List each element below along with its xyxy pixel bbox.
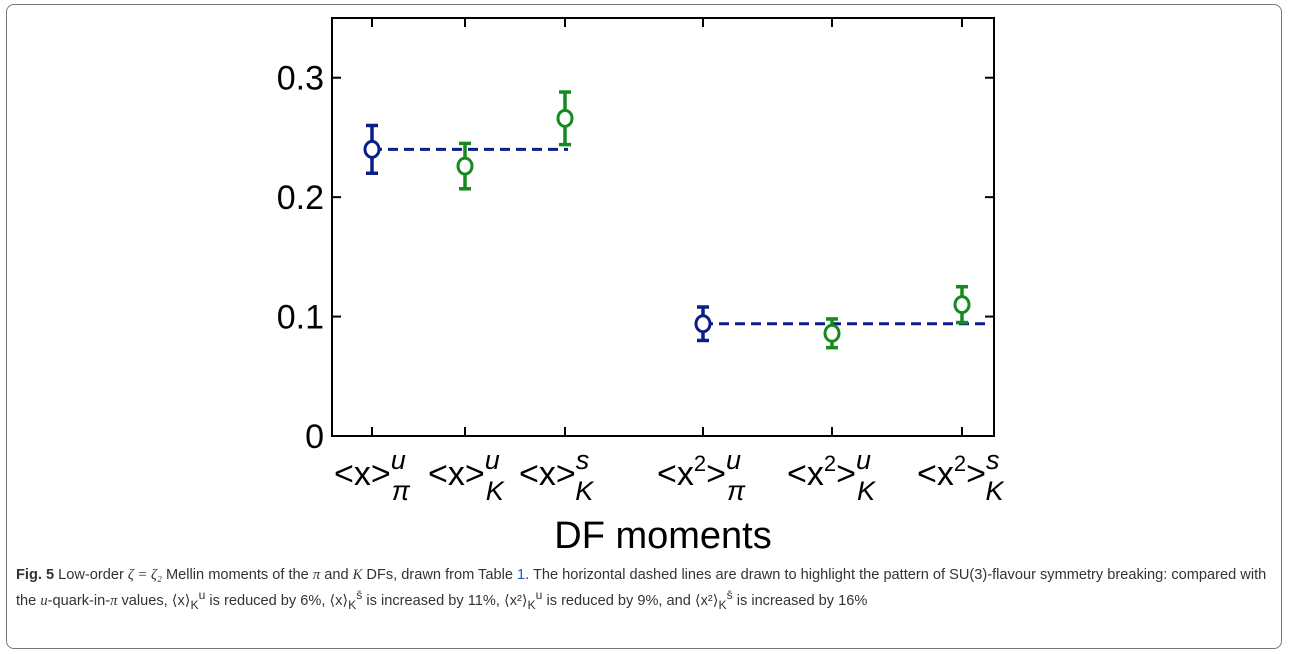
x-tick-label: <x>u K xyxy=(428,445,505,506)
y-tick-label: 0.2 xyxy=(277,179,324,217)
caption-sub: K xyxy=(190,597,199,612)
caption-sup: s̄ xyxy=(356,588,363,602)
x-tick-label: <x2>u π xyxy=(657,445,746,506)
caption-math: π xyxy=(312,567,321,583)
caption-sup: u xyxy=(535,588,543,602)
x-tick-label: <x2>s K xyxy=(917,445,1004,506)
plot-frame xyxy=(331,17,995,437)
moments-chart: 0 0.1 0.2 0.3 <x>u π <x>u K <x>s K <x2>u π <x2>u K <x2… xyxy=(277,17,1004,557)
caption-sub: K xyxy=(718,597,727,612)
caption-math: u xyxy=(40,592,48,609)
data-point xyxy=(823,323,841,343)
figure-caption: Fig. 5 Low-order ζ = ζ₂ Mellin moments o… xyxy=(16,565,1276,615)
caption-text: Low-order xyxy=(54,567,128,583)
caption-text: DFs, drawn from Table xyxy=(362,567,517,583)
y-tick-label: 0 xyxy=(305,418,324,456)
x-axis-label: DF moments xyxy=(554,515,771,557)
caption-text: values, ⟨x⟩ xyxy=(117,592,191,609)
caption-sub: K xyxy=(527,597,536,612)
caption-math: π xyxy=(110,592,118,609)
y-tick-label: 0.1 xyxy=(277,299,324,337)
caption-sup: s̄ xyxy=(726,588,733,602)
data-point xyxy=(694,314,712,334)
caption-label: Fig. 5 xyxy=(16,567,55,583)
caption-text: Mellin moments of the xyxy=(161,567,313,583)
caption-text: is increased by 16% xyxy=(732,592,868,609)
caption-math: ζ = ζ₂ xyxy=(127,567,162,583)
data-point xyxy=(363,139,381,159)
caption-sup: u xyxy=(198,588,206,602)
data-point xyxy=(556,108,574,128)
caption-text: is increased by 11%, ⟨x²⟩ xyxy=(362,592,528,609)
data-point xyxy=(456,156,474,176)
caption-sub: K xyxy=(348,597,357,612)
x-tick-label: <x>s K xyxy=(519,445,594,506)
data-point xyxy=(953,295,971,315)
caption-text: is reduced by 9%, and ⟨x²⟩ xyxy=(542,592,719,609)
caption-math: K xyxy=(352,567,363,583)
caption-text: and xyxy=(320,567,353,583)
caption-text: . The horizontal dashed lines are drawn … xyxy=(16,567,1267,609)
y-tick-label: 0.3 xyxy=(277,60,324,98)
x-tick-label: <x2>u K xyxy=(787,445,876,506)
table-link[interactable]: 1 xyxy=(517,567,526,583)
figure-frame xyxy=(6,4,1282,649)
caption-text: -quark-in- xyxy=(47,592,111,609)
x-tick-label: <x>u π xyxy=(334,445,411,506)
caption-text: is reduced by 6%, ⟨x⟩ xyxy=(205,592,349,609)
